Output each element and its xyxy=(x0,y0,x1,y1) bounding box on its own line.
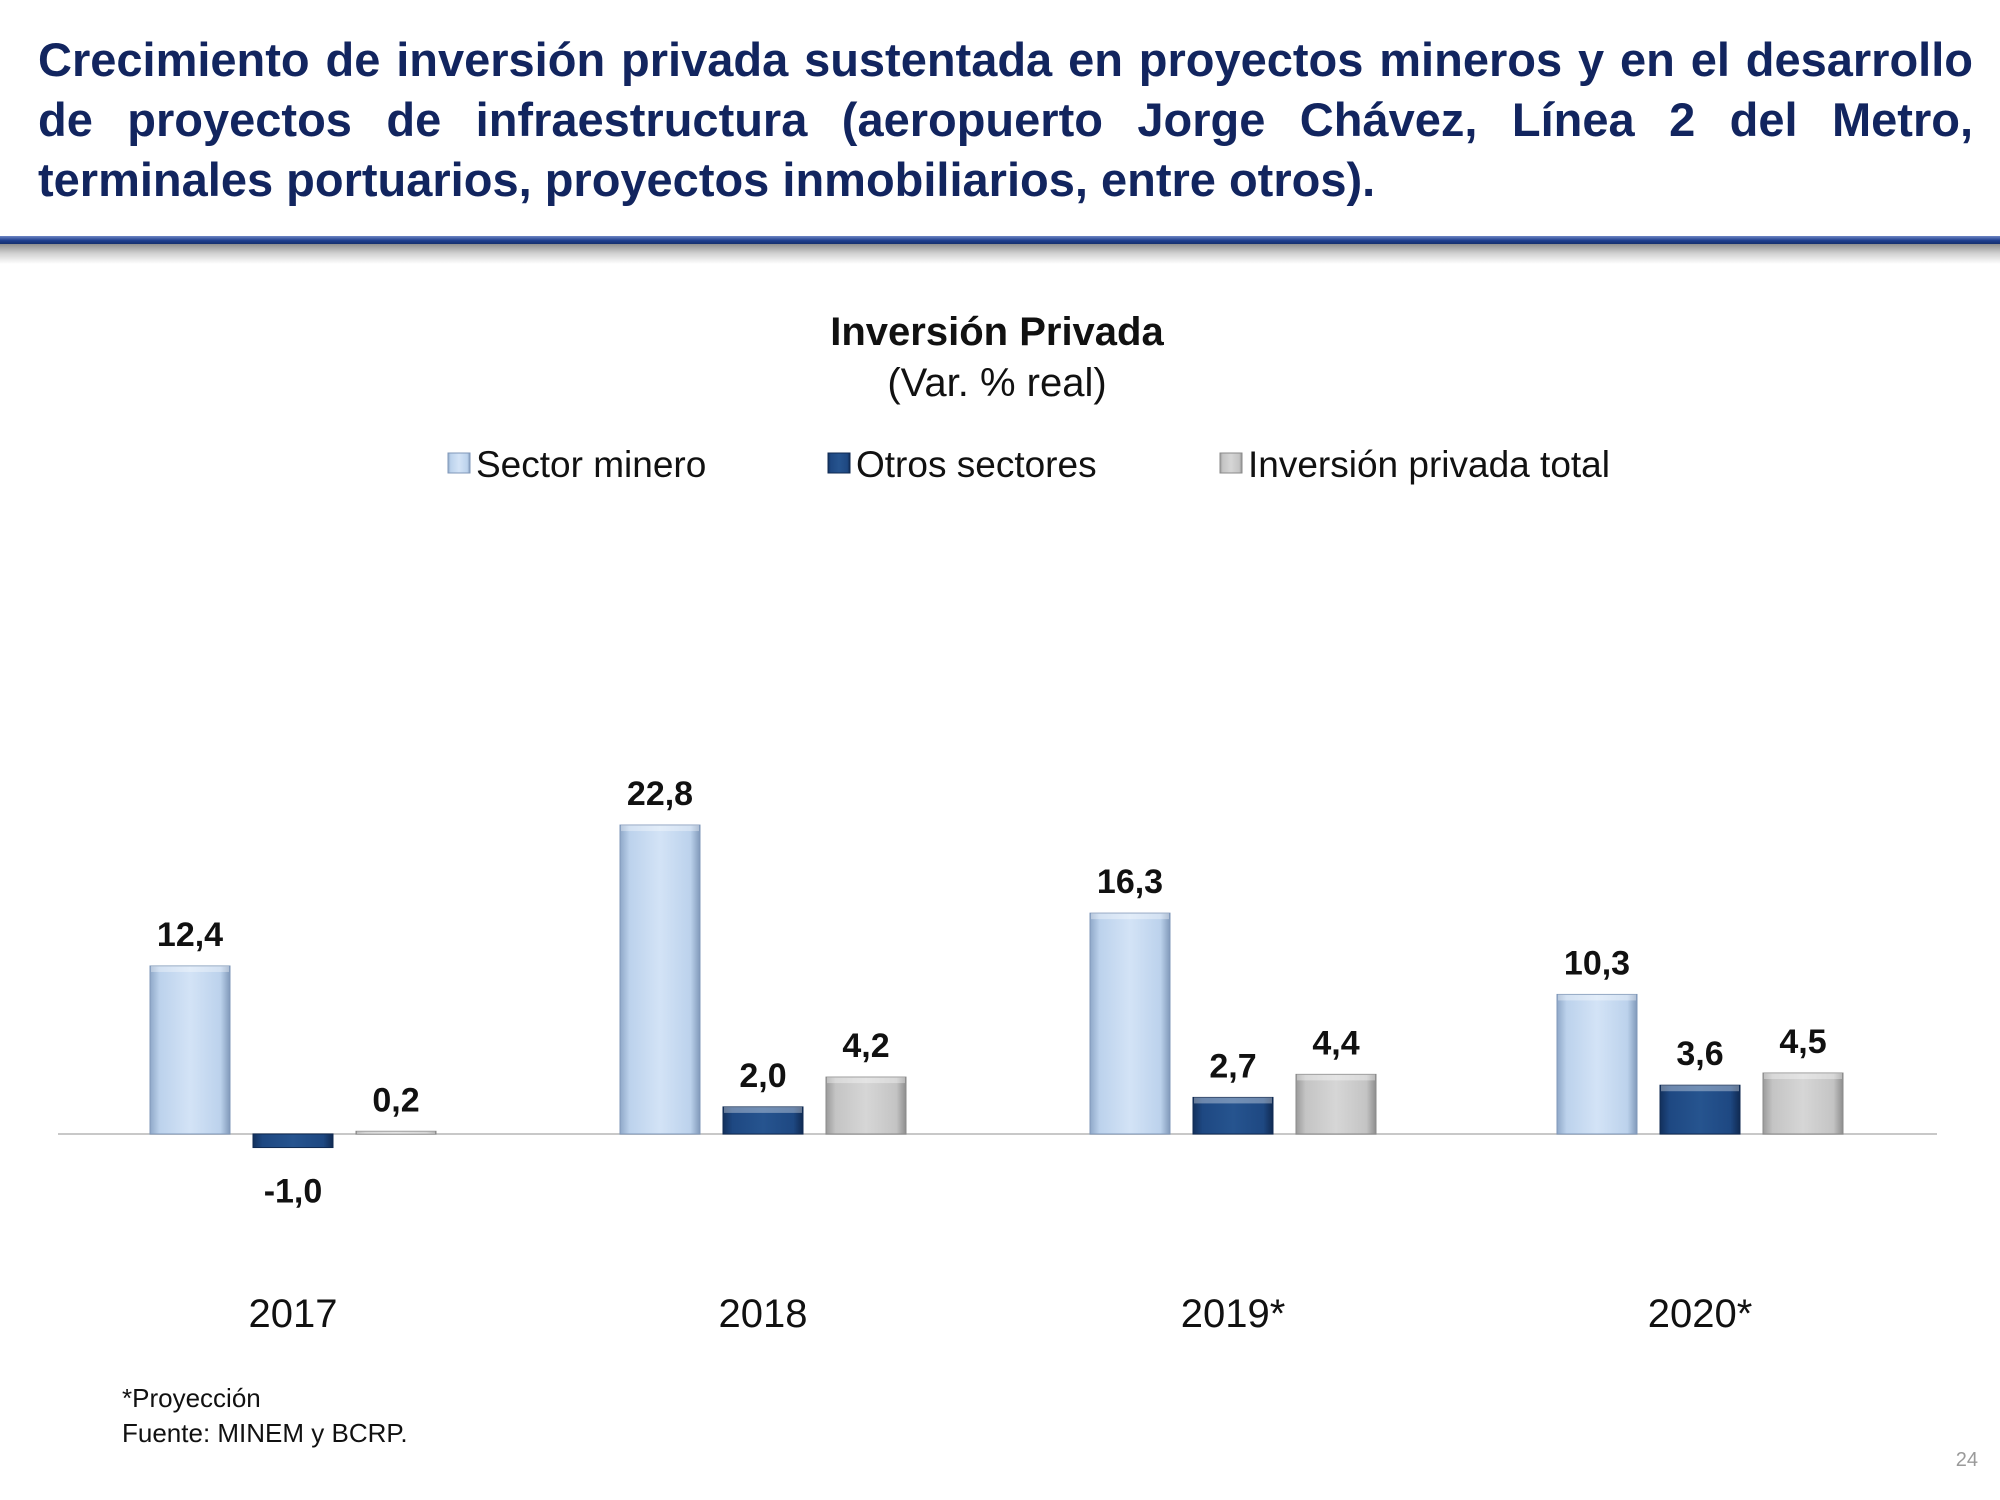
legend-label-otros-sectores: Otros sectores xyxy=(856,444,1097,485)
legend-label-inversion-privada-total: Inversión privada total xyxy=(1248,444,1610,485)
bar-sector-minero-2020 xyxy=(1556,993,1638,1135)
bar-sector-minero-2017 xyxy=(149,965,231,1135)
x-tick-2018: 2018 xyxy=(719,1292,808,1336)
bar-highlight xyxy=(1091,913,1169,920)
bar-otros-sectores-2019 xyxy=(1192,1096,1274,1135)
bar-inversion-privada-total-2020 xyxy=(1762,1072,1844,1135)
chart-legend: Sector minero Otros sectores Inversión pri… xyxy=(447,444,1610,485)
title-divider-shadow xyxy=(0,244,2000,264)
page-number: 24 xyxy=(1955,1449,1978,1471)
bar-inversion-privada-total-2018 xyxy=(825,1076,907,1135)
value-label-sector-minero-2019: 16,3 xyxy=(1097,863,1163,901)
bar-inversion-privada-total-2017 xyxy=(355,1130,437,1135)
bar-otros-sectores-2020 xyxy=(1659,1084,1741,1135)
value-label-inversion-privada-total-2020: 4,5 xyxy=(1779,1023,1826,1061)
bar-sector-minero-2018 xyxy=(619,824,701,1135)
legend-swatch-sector-minero xyxy=(447,452,471,474)
bar-highlight xyxy=(1764,1073,1842,1080)
legend-label-sector-minero: Sector minero xyxy=(476,444,706,485)
category-axis: 2017 2018 2019* 2020* xyxy=(249,1292,1753,1336)
legend-swatch-otros-sectores xyxy=(827,452,851,474)
footnote-projection: *Proyección xyxy=(122,1383,261,1413)
value-label-sector-minero-2018: 22,8 xyxy=(627,775,693,813)
bar-otros-sectores-2017 xyxy=(252,1133,334,1149)
x-tick-2019: 2019* xyxy=(1181,1292,1286,1336)
bar-highlight xyxy=(357,1131,435,1134)
slide-title: Crecimiento de inversión privada sustent… xyxy=(38,33,1973,206)
value-label-sector-minero-2020: 10,3 xyxy=(1564,944,1630,982)
value-label-inversion-privada-total-2018: 4,2 xyxy=(842,1027,889,1065)
bar-highlight xyxy=(621,825,699,832)
value-label-inversion-privada-total-2017: 0,2 xyxy=(372,1081,419,1119)
bar-highlight xyxy=(724,1106,802,1113)
bar-highlight xyxy=(1661,1085,1739,1092)
x-tick-2017: 2017 xyxy=(249,1292,338,1336)
bar-highlight xyxy=(151,965,229,972)
x-tick-2020: 2020* xyxy=(1648,1292,1753,1336)
value-labels: 12,4 22,8 16,3 10,3 -1,0 2,0 2,7 3,6 0,2 4,2 4,4 4,… xyxy=(157,775,1827,1210)
title-divider xyxy=(0,236,2000,244)
value-label-otros-sectores-2019: 2,7 xyxy=(1209,1047,1256,1085)
value-label-sector-minero-2017: 12,4 xyxy=(157,916,223,954)
chart-title: Inversión Privada xyxy=(830,310,1164,354)
source-note: Fuente: MINEM y BCRP. xyxy=(122,1418,408,1448)
value-label-inversion-privada-total-2019: 4,4 xyxy=(1312,1024,1359,1062)
value-label-otros-sectores-2020: 3,6 xyxy=(1676,1035,1723,1073)
bar-highlight xyxy=(1558,994,1636,1001)
bar-otros-sectores-2018 xyxy=(722,1106,804,1135)
value-label-otros-sectores-2018: 2,0 xyxy=(739,1057,786,1095)
value-label-otros-sectores-2017: -1,0 xyxy=(264,1173,323,1211)
bar-inversion-privada-total-2019 xyxy=(1295,1073,1377,1135)
chart-subtitle: (Var. % real) xyxy=(887,361,1106,405)
bar-highlight xyxy=(1194,1097,1272,1104)
bar-sector-minero-2019 xyxy=(1089,912,1171,1135)
bar-group xyxy=(149,824,1844,1149)
bar-highlight xyxy=(827,1077,905,1084)
bar-highlight xyxy=(1297,1074,1375,1081)
legend-swatch-inversion-privada-total xyxy=(1219,452,1243,474)
